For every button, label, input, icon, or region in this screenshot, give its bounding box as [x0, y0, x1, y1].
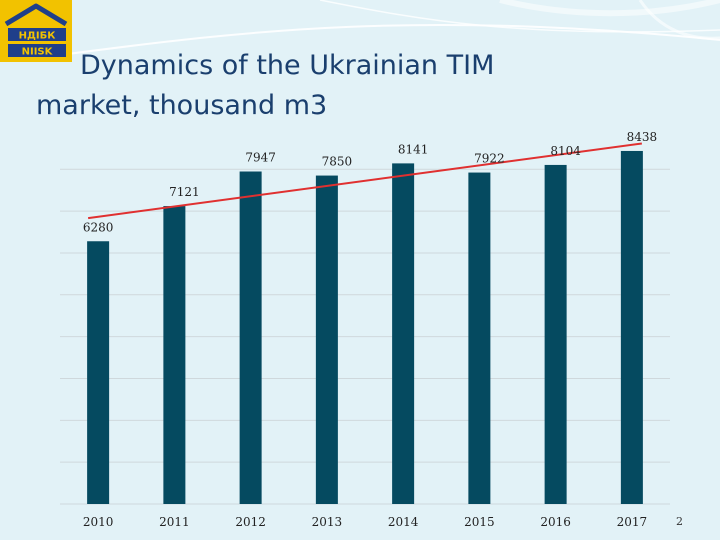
- data-label-2016: 8104: [550, 144, 581, 158]
- bar-2012: [239, 171, 262, 504]
- bar-2015: [468, 172, 491, 504]
- category-label-2010: 2010: [83, 515, 114, 529]
- data-label-2012: 7947: [245, 151, 276, 165]
- bar-2014: [392, 163, 415, 504]
- logo-line1: НДІБК: [19, 31, 57, 42]
- data-label-2017: 8438: [627, 130, 658, 144]
- bar-2010: [87, 241, 110, 504]
- company-logo: НДІБК NIISK: [0, 0, 72, 62]
- chart-gridlines: [60, 168, 670, 505]
- category-label-2017: 2017: [617, 515, 648, 529]
- category-label-2015: 2015: [464, 515, 495, 529]
- data-label-2015: 7922: [474, 152, 505, 166]
- bar-2017: [620, 150, 643, 504]
- chart-bars: [87, 150, 643, 504]
- category-label-2014: 2014: [388, 515, 419, 529]
- data-label-2010: 6280: [83, 220, 114, 234]
- chart-trendline-group: [87, 142, 643, 220]
- data-label-2014: 8141: [398, 142, 429, 156]
- bar-2016: [544, 164, 567, 504]
- category-label-2016: 2016: [540, 515, 571, 529]
- data-label-2013: 7850: [322, 155, 353, 169]
- category-label-2013: 2013: [312, 515, 343, 529]
- page-number: 2: [676, 515, 683, 528]
- trendline: [87, 142, 643, 220]
- chart-data-labels: 6280 7121 7947 7850 8141 7922 8104 8438: [83, 130, 657, 234]
- chart-category-labels: 2010 2011 2012 2013 2014 2015 2016 2017: [83, 515, 647, 529]
- bar-2013: [315, 175, 338, 504]
- slide-title: Dynamics of the Ukrainian TIM market, th…: [36, 50, 495, 121]
- bar-2011: [163, 206, 186, 504]
- category-label-2012: 2012: [235, 515, 266, 529]
- category-label-2011: 2011: [159, 515, 190, 529]
- data-label-2011: 7121: [169, 185, 200, 199]
- logo-line2: NIISK: [22, 47, 54, 58]
